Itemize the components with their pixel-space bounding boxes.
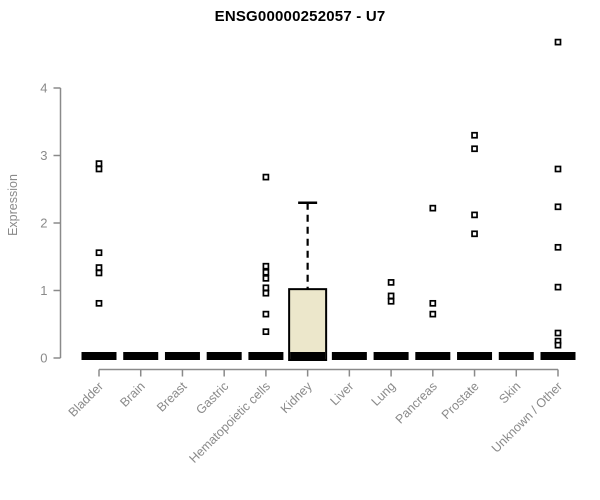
median-zero-bar	[540, 352, 576, 360]
outlier-point	[387, 292, 395, 300]
outlier-point	[554, 341, 562, 349]
x-category-label: Prostate	[439, 379, 482, 422]
outlier-point	[262, 284, 270, 292]
outlier-point	[429, 299, 437, 307]
y-tick-label: 3	[40, 148, 47, 163]
box-iqr	[288, 288, 328, 361]
x-category-label: Brain	[117, 379, 148, 410]
outlier-point	[262, 310, 270, 318]
outlier-point	[262, 173, 270, 181]
outlier-point	[95, 299, 103, 307]
outlier-point	[554, 38, 562, 46]
median-zero-bar	[457, 352, 493, 360]
median-zero-bar	[498, 352, 534, 360]
outlier-point	[95, 165, 103, 173]
y-tick-label: 4	[40, 81, 47, 96]
outlier-point	[471, 230, 478, 238]
outlier-point	[95, 249, 103, 257]
outlier-point	[554, 283, 562, 291]
outlier-point	[262, 268, 270, 276]
x-category-label: Unknown / Other	[489, 379, 565, 455]
y-axis-label: Expression	[6, 174, 20, 236]
x-category-label: Lung	[369, 379, 399, 409]
chart-title: ENSG00000252057 - U7	[214, 8, 386, 25]
y-tick-label: 2	[40, 216, 47, 231]
outlier-point	[471, 211, 478, 219]
x-category-label: Pancreas	[393, 379, 440, 426]
x-category-label: Hematopoietic cells	[186, 379, 273, 466]
outlier-point	[429, 310, 437, 318]
median-zero-bar	[206, 352, 242, 360]
outlier-point	[95, 160, 103, 167]
median-zero-bar	[373, 352, 409, 360]
median-zero-bar	[81, 352, 117, 360]
outlier-point	[387, 279, 395, 286]
outlier-point	[554, 243, 562, 251]
outlier-point	[262, 275, 270, 282]
outlier-point	[262, 328, 270, 336]
outlier-point	[471, 131, 478, 139]
outlier-point	[554, 165, 562, 173]
median-zero-bar	[248, 352, 284, 360]
x-category-label: Liver	[327, 379, 356, 408]
x-category-label: Kidney	[278, 379, 315, 416]
outlier-point	[471, 145, 478, 153]
median-zero-bar	[164, 352, 200, 360]
outlier-point	[554, 203, 562, 211]
x-category-label: Gastric	[193, 379, 231, 417]
outlier-point	[95, 264, 103, 271]
x-category-label: Breast	[154, 379, 190, 415]
x-category-label: Skin	[496, 379, 523, 406]
outlier-point	[95, 269, 103, 277]
median-zero-bar	[123, 352, 159, 360]
outlier-point	[262, 289, 270, 297]
outlier-point	[429, 204, 437, 212]
outlier-point	[262, 262, 270, 270]
outlier-point	[554, 329, 562, 337]
median-zero-bar	[290, 352, 326, 360]
x-category-label: Bladder	[66, 379, 106, 419]
outlier-point	[387, 297, 395, 305]
median-zero-bar	[331, 352, 367, 360]
y-tick-label: 1	[40, 283, 47, 298]
median-zero-bar	[415, 352, 451, 360]
y-tick-label: 0	[40, 351, 47, 366]
